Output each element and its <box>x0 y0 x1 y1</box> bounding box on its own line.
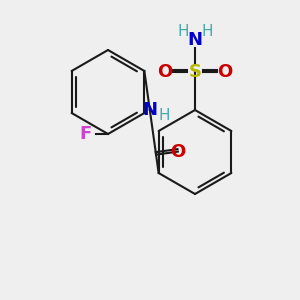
Text: O: O <box>170 142 185 160</box>
Text: O: O <box>218 63 232 81</box>
Text: F: F <box>80 125 92 143</box>
Text: H: H <box>177 25 189 40</box>
Text: N: N <box>142 101 157 119</box>
Text: N: N <box>188 31 202 49</box>
Text: O: O <box>158 63 172 81</box>
Text: S: S <box>188 63 202 81</box>
Text: H: H <box>201 25 213 40</box>
Text: H: H <box>158 108 169 123</box>
